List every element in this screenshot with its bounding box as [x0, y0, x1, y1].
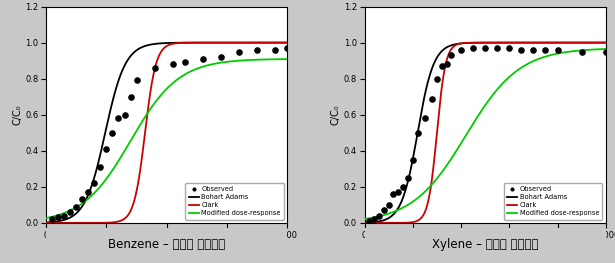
Point: [77, 197, 87, 201]
Point: [125, 95, 135, 99]
Point: [446, 53, 456, 57]
Point: [198, 57, 208, 61]
Point: [84, 190, 93, 194]
Point: [379, 208, 389, 212]
Point: [252, 48, 262, 52]
Point: [442, 62, 451, 66]
Text: Xylene – 상용화 반응소재: Xylene – 상용화 반응소재: [432, 238, 538, 251]
Point: [89, 181, 99, 185]
Point: [468, 46, 478, 50]
Point: [577, 49, 587, 54]
Point: [420, 116, 430, 120]
Point: [114, 116, 124, 120]
Point: [492, 46, 502, 50]
Point: [399, 185, 408, 189]
X-axis label: Time (min): Time (min): [461, 242, 510, 251]
Point: [480, 46, 490, 50]
Legend: Observed, Bohart Adams, Clark, Modified dose-response: Observed, Bohart Adams, Clark, Modified …: [504, 183, 603, 220]
Point: [234, 49, 244, 54]
Point: [54, 215, 63, 220]
Point: [541, 48, 550, 52]
Point: [119, 113, 129, 117]
Legend: Observed, Bohart Adams, Clark, Modified dose-response: Observed, Bohart Adams, Clark, Modified …: [185, 183, 284, 220]
Point: [427, 97, 437, 101]
Point: [132, 78, 141, 83]
Point: [374, 214, 384, 218]
Point: [168, 62, 178, 66]
Point: [456, 48, 466, 52]
Point: [101, 147, 111, 151]
Point: [553, 48, 563, 52]
X-axis label: Time (min): Time (min): [142, 242, 191, 251]
Point: [432, 77, 442, 81]
Point: [271, 48, 280, 52]
Point: [384, 203, 394, 207]
Point: [59, 214, 69, 218]
Point: [150, 66, 160, 70]
Point: [413, 131, 423, 135]
Point: [47, 217, 57, 221]
Point: [282, 46, 292, 50]
Point: [365, 219, 375, 223]
Point: [517, 48, 526, 52]
Point: [437, 64, 446, 68]
Text: Benzene – 상용화 반응소재: Benzene – 상용화 반응소재: [108, 238, 225, 251]
Point: [601, 49, 611, 54]
Point: [408, 158, 418, 162]
Y-axis label: C/C₀: C/C₀: [331, 104, 341, 125]
Point: [394, 190, 403, 194]
Point: [180, 60, 190, 64]
Point: [65, 210, 75, 214]
Point: [504, 46, 514, 50]
Point: [216, 55, 226, 59]
Y-axis label: C/C₀: C/C₀: [12, 104, 23, 125]
Point: [389, 192, 399, 196]
Point: [108, 131, 117, 135]
Point: [95, 165, 105, 169]
Point: [528, 48, 538, 52]
Point: [403, 176, 413, 180]
Point: [369, 217, 379, 221]
Point: [71, 205, 81, 209]
